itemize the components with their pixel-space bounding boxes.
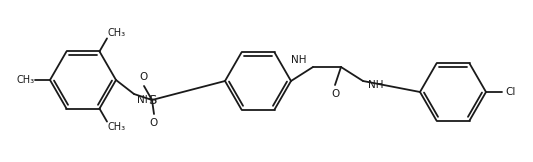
- Text: CH₃: CH₃: [107, 122, 125, 132]
- Text: Cl: Cl: [505, 87, 515, 97]
- Text: O: O: [140, 72, 148, 82]
- Text: CH₃: CH₃: [107, 28, 125, 38]
- Text: NH: NH: [292, 55, 307, 65]
- Text: NH: NH: [368, 80, 384, 90]
- Text: CH₃: CH₃: [17, 75, 35, 85]
- Text: S: S: [148, 93, 156, 106]
- Text: NH: NH: [137, 95, 152, 105]
- Text: O: O: [331, 89, 339, 99]
- Text: O: O: [150, 118, 158, 128]
